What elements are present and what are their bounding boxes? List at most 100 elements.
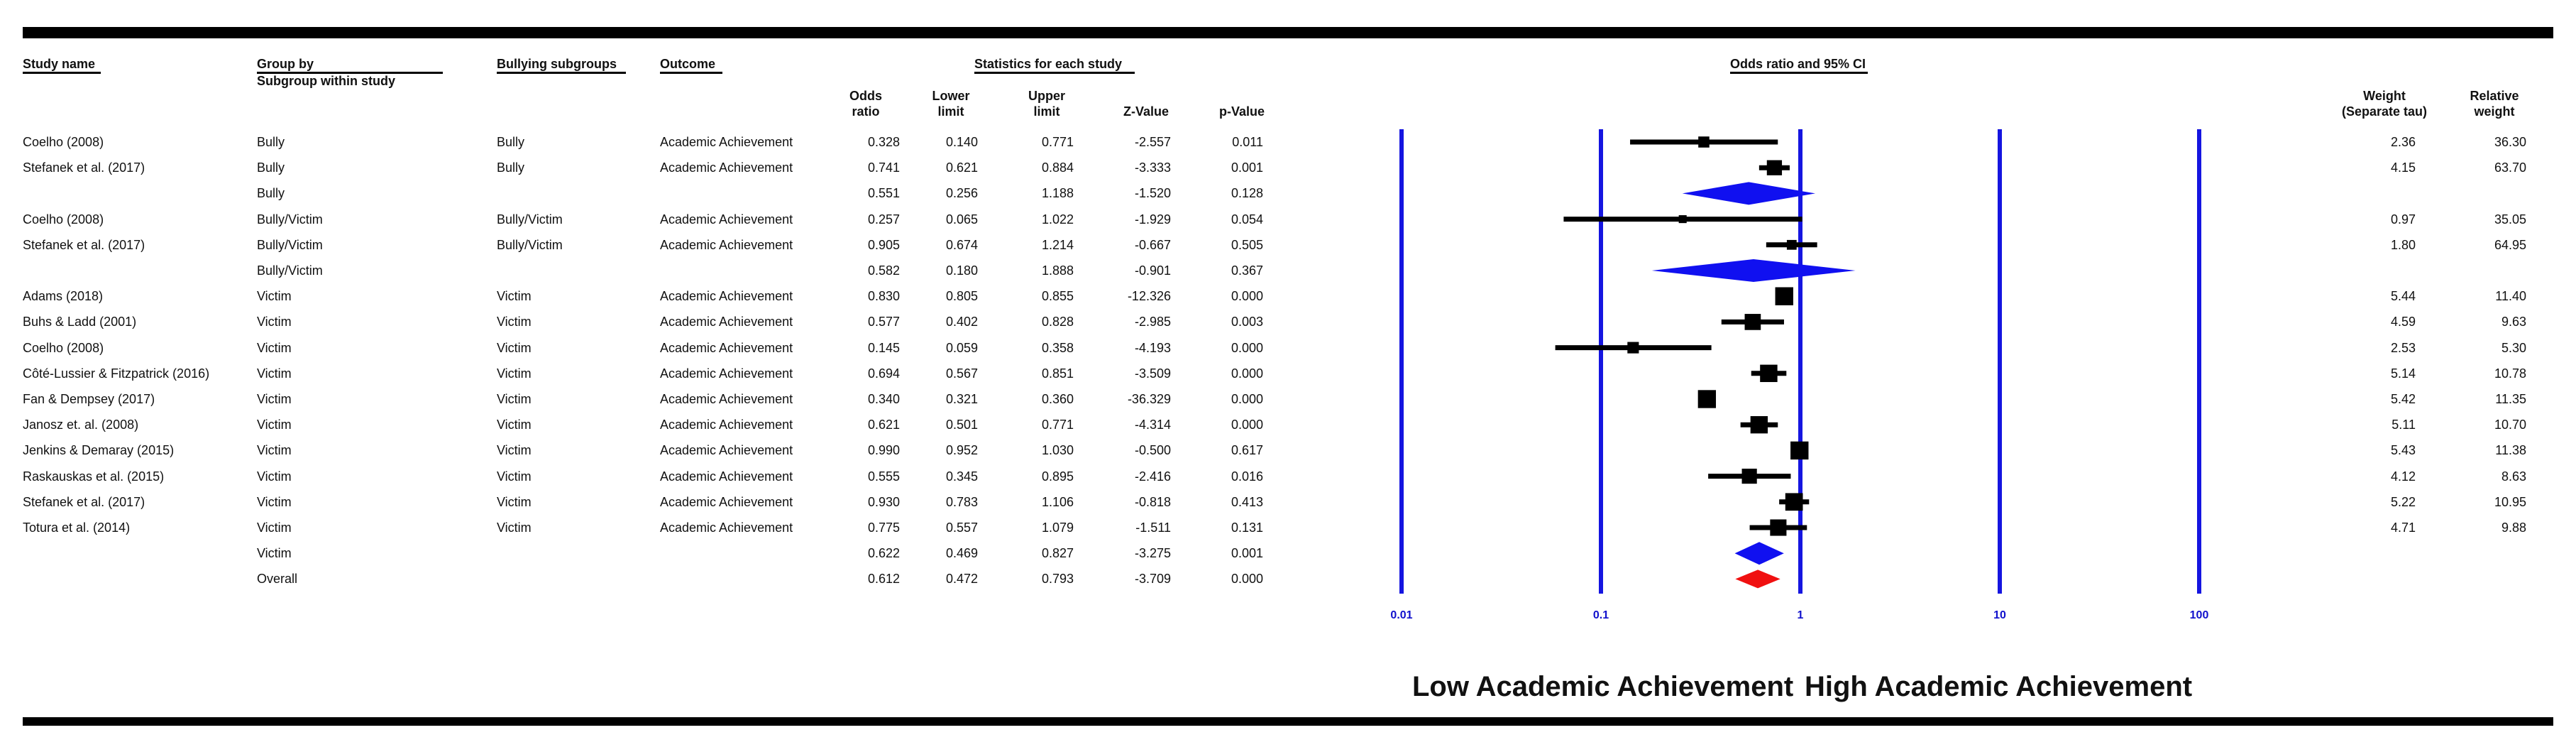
cell-outcome: Academic Achievement: [660, 315, 793, 329]
cell-lo: 0.472: [945, 572, 978, 587]
cell-rw: 35.05: [2494, 212, 2526, 227]
cell-or: 0.257: [867, 212, 900, 227]
cell-w: 2.53: [2390, 340, 2416, 355]
cell-z: -2.985: [1134, 315, 1171, 329]
point-estimate: [1790, 441, 1809, 460]
cell-study: Totura et al. (2014): [23, 521, 131, 535]
cell-subgroup: Victim: [497, 315, 532, 329]
cell-w: 4.15: [2390, 160, 2416, 175]
header-lower-limit: Lower limit: [932, 89, 970, 119]
cell-subgroup: Victim: [497, 418, 532, 432]
cell-lo: 0.402: [945, 315, 978, 329]
cell-or: 0.622: [867, 546, 900, 561]
cell-group: Victim: [257, 392, 292, 406]
subgroup-diamond: [1651, 259, 1856, 282]
cell-rw: 11.40: [2495, 289, 2526, 304]
tick-label: 10: [1993, 609, 2006, 621]
point-estimate: [1786, 239, 1797, 250]
header-stats-title: Statistics for each study: [974, 57, 1123, 71]
cell-z: -36.329: [1127, 392, 1171, 406]
cell-outcome: Academic Achievement: [660, 469, 793, 484]
cell-study: Jenkins & Demaray (2015): [23, 443, 175, 458]
cell-p: 0.001: [1231, 546, 1263, 561]
cell-or: 0.930: [867, 494, 900, 509]
cell-subgroup: Victim: [497, 494, 532, 509]
cell-lo: 0.059: [945, 340, 978, 355]
cell-rw: 11.35: [2495, 392, 2526, 406]
header-relative-weight: Relative weight: [2470, 89, 2519, 119]
cell-hi: 0.827: [1041, 546, 1074, 561]
header-outcome: Outcome: [660, 57, 716, 71]
tick-label: 1: [1797, 609, 1804, 621]
cell-lo: 0.557: [945, 521, 978, 535]
header-odds-ratio: Odds ratio: [849, 89, 882, 119]
cell-study: Buhs & Ladd (2001): [23, 315, 137, 329]
cell-rw: 63.70: [2494, 160, 2526, 175]
cell-group: Victim: [257, 546, 292, 561]
cell-or: 0.612: [867, 572, 900, 587]
cell-hi: 0.771: [1041, 418, 1074, 432]
cell-p: 0.000: [1231, 392, 1263, 406]
cell-z: -2.416: [1134, 469, 1171, 484]
cell-z: -3.275: [1134, 546, 1171, 561]
cell-or: 0.830: [867, 289, 900, 304]
cell-or: 0.551: [867, 186, 900, 201]
header-underline: [1730, 72, 1868, 74]
cell-or: 0.582: [867, 263, 900, 278]
cell-or: 0.621: [867, 418, 900, 432]
cell-subgroup: Bully/Victim: [497, 237, 563, 252]
point-estimate: [1785, 493, 1803, 511]
cell-w: 1.80: [2390, 237, 2416, 252]
cell-study: Janosz et. al. (2008): [23, 418, 139, 432]
cell-w: 5.44: [2390, 289, 2416, 304]
cell-subgroup: Victim: [497, 392, 532, 406]
cell-z: -1.511: [1135, 521, 1171, 535]
cell-or: 0.340: [867, 392, 900, 406]
cell-group: Victim: [257, 340, 292, 355]
cell-outcome: Academic Achievement: [660, 237, 793, 252]
cell-or: 0.905: [867, 237, 900, 252]
header-underline: [974, 72, 1135, 74]
cell-hi: 1.888: [1041, 263, 1074, 278]
point-estimate: [1627, 342, 1639, 354]
cell-outcome: Academic Achievement: [660, 418, 793, 432]
cell-outcome: Academic Achievement: [660, 160, 793, 175]
cell-group: Victim: [257, 521, 292, 535]
cell-w: 5.14: [2390, 366, 2416, 381]
cell-p: 0.617: [1231, 443, 1263, 458]
cell-subgroup: Victim: [497, 289, 532, 304]
cell-group: Victim: [257, 443, 292, 458]
header-study-name: Study name: [23, 57, 96, 71]
cell-z: -0.901: [1134, 263, 1171, 278]
cell-group: Victim: [257, 494, 292, 509]
cell-outcome: Academic Achievement: [660, 340, 793, 355]
cell-study: Fan & Dempsey (2017): [23, 392, 155, 406]
cell-study: Stefanek et al. (2017): [23, 494, 145, 509]
point-estimate: [1678, 215, 1687, 224]
cell-p: 0.131: [1231, 521, 1263, 535]
overall-diamond: [1735, 570, 1780, 589]
header-subgroup-within: Subgroup within study: [257, 74, 395, 88]
cell-hi: 1.079: [1041, 521, 1074, 535]
cell-w: 5.43: [2390, 443, 2416, 458]
cell-p: 0.011: [1232, 135, 1263, 149]
cell-rw: 9.88: [2501, 521, 2526, 535]
cell-rw: 10.95: [2494, 494, 2526, 509]
header-upper-limit: Upper limit: [1028, 89, 1065, 119]
point-estimate: [1741, 469, 1757, 484]
cell-outcome: Academic Achievement: [660, 135, 793, 149]
cell-subgroup: Victim: [497, 366, 532, 381]
cell-z: -12.326: [1127, 289, 1171, 304]
point-estimate: [1760, 364, 1778, 383]
header-underline: [23, 72, 101, 74]
cell-lo: 0.674: [945, 237, 978, 252]
cell-w: 4.12: [2390, 469, 2416, 484]
cell-study: Coelho (2008): [23, 135, 104, 149]
cell-subgroup: Bully: [497, 160, 525, 175]
cell-z: -3.509: [1134, 366, 1171, 381]
cell-hi: 0.793: [1041, 572, 1074, 587]
cell-or: 0.694: [867, 366, 900, 381]
cell-lo: 0.783: [945, 494, 978, 509]
cell-subgroup: Victim: [497, 340, 532, 355]
header-weight: Weight (Separate tau): [2341, 89, 2428, 119]
